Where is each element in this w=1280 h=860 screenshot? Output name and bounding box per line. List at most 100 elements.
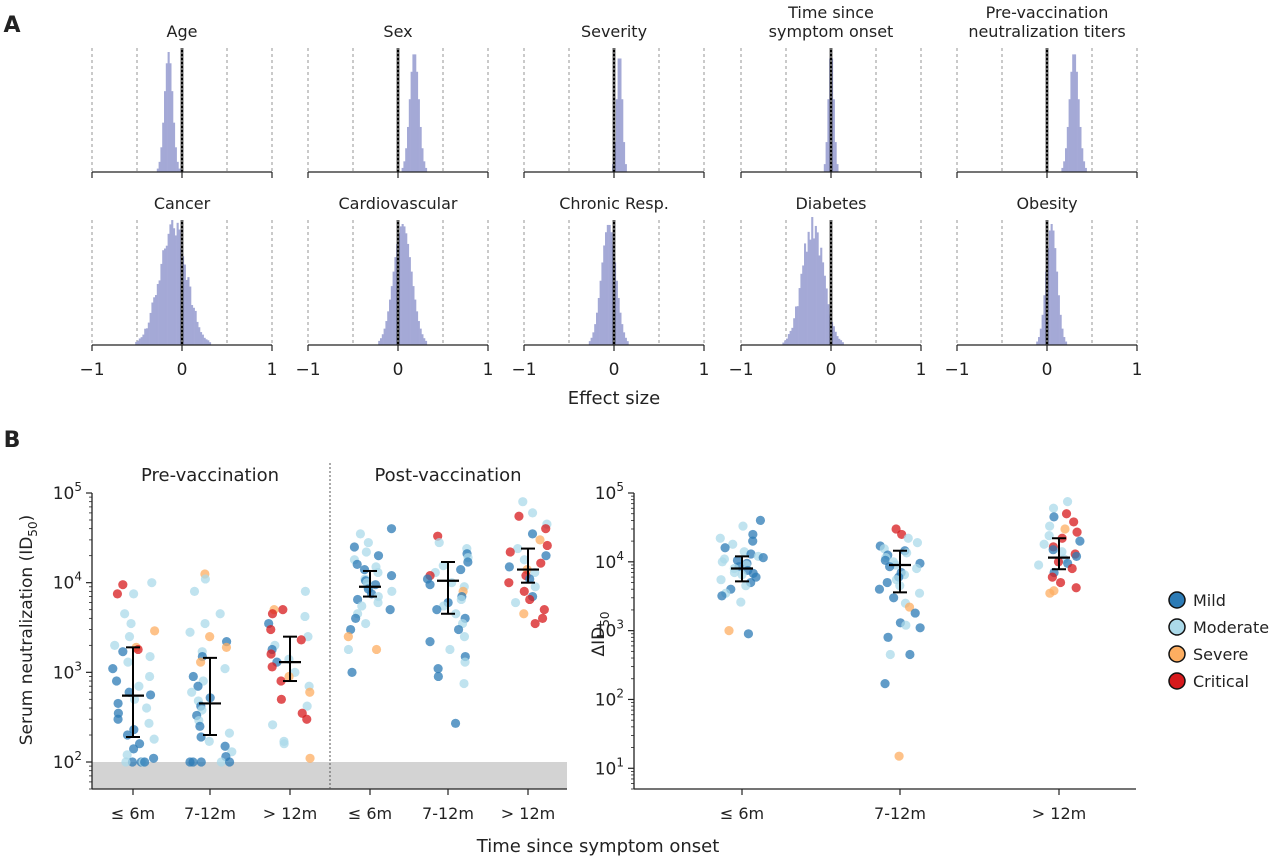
y-label-end: ) — [17, 515, 37, 522]
data-point-critical — [537, 613, 548, 623]
hist-bar — [209, 342, 212, 345]
hist-bar — [623, 142, 626, 172]
hist-bar — [178, 229, 181, 345]
left-y-tick-label: 103 — [53, 659, 82, 683]
hist-bar — [200, 332, 203, 345]
data-point-severe — [1045, 588, 1055, 598]
hist-bar — [198, 327, 201, 345]
data-point-mild — [373, 551, 384, 561]
legend-swatch-critical — [1168, 672, 1186, 690]
data-point-mild — [1071, 551, 1082, 561]
hist-bar — [178, 168, 181, 172]
data-point-mild — [111, 676, 122, 686]
hist-bar — [827, 304, 830, 345]
data-point-mild — [193, 681, 203, 691]
data-point-mild — [425, 580, 435, 590]
hist-bar — [836, 336, 839, 345]
hist-bar — [408, 257, 411, 345]
tick-exp: 2 — [74, 749, 82, 763]
hist-bar — [588, 341, 591, 345]
data-point-critical — [296, 635, 306, 645]
data-point-severe — [904, 602, 915, 612]
hist-bar — [1036, 341, 1039, 345]
data-point-mild — [224, 757, 235, 767]
hist-bar — [1079, 126, 1082, 172]
hist-bar — [189, 286, 192, 345]
hist-bar — [162, 250, 165, 345]
data-point-mild — [527, 529, 538, 539]
hist-bar — [421, 334, 424, 345]
data-point-moderate — [145, 651, 155, 662]
data-point-mild — [717, 591, 727, 601]
data-point-moderate — [715, 533, 725, 543]
right-x-tick-label: > 12m — [1032, 804, 1086, 823]
hist-title: Cardiovascular — [338, 194, 457, 213]
data-point-moderate — [1044, 531, 1054, 541]
hist-bar — [167, 233, 170, 345]
data-point-severe — [305, 753, 315, 763]
hist-bar — [1043, 295, 1046, 345]
data-point-mild — [905, 649, 915, 660]
hist-bar — [608, 224, 611, 345]
hist-bar — [165, 63, 168, 172]
hist-bar — [1075, 71, 1078, 172]
hist-bar — [394, 257, 397, 345]
data-point-mild — [351, 613, 361, 623]
hist-bar — [385, 321, 388, 345]
data-point-moderate — [456, 594, 466, 605]
data-point-mild — [386, 570, 397, 581]
hist-bar — [1048, 230, 1051, 345]
hist-bar — [804, 243, 807, 345]
data-point-severe — [371, 644, 382, 655]
data-point-mild — [450, 718, 461, 728]
right-x-tick-label: 7-12m — [874, 804, 926, 823]
right-y-tick-label: 105 — [595, 480, 624, 504]
data-point-critical — [278, 605, 288, 615]
hist-bar — [383, 328, 386, 345]
hist-bar — [176, 161, 179, 172]
hist-bar — [791, 327, 794, 345]
hist-bar — [407, 243, 410, 345]
hist-title-line: neutralization titers — [968, 22, 1125, 41]
x-tick-label: −1 — [79, 360, 104, 380]
hist-bar — [151, 302, 154, 345]
data-point-moderate — [355, 529, 366, 539]
hist-bar — [615, 99, 618, 172]
left-x-tick-label: ≤ 6m — [348, 804, 392, 823]
hist-bar — [1065, 148, 1068, 172]
hist-bar — [1041, 314, 1044, 345]
left-x-tick-label: 7-12m — [184, 804, 236, 823]
hist-bar — [814, 225, 817, 345]
data-point-moderate — [185, 627, 195, 637]
hist-bar — [160, 263, 163, 345]
data-point-moderate — [1039, 539, 1049, 549]
hist-bar — [1072, 54, 1075, 172]
data-point-moderate — [1034, 560, 1044, 570]
data-point-moderate — [300, 611, 310, 622]
median-iqr-bar — [731, 555, 753, 583]
data-point-moderate — [134, 681, 144, 691]
pre-vaccination-title: Pre-vaccination — [141, 465, 279, 486]
hist-bar — [414, 299, 417, 345]
data-point-mild — [758, 553, 768, 563]
data-point-mild — [425, 637, 435, 647]
data-point-moderate — [434, 537, 444, 548]
hist-bar — [1068, 99, 1071, 172]
data-point-moderate — [728, 539, 738, 549]
tick-exp: 3 — [616, 618, 624, 632]
data-point-moderate — [363, 537, 373, 548]
data-point-severe — [724, 626, 734, 636]
x-tick-label: 1 — [699, 360, 710, 380]
data-point-moderate — [903, 533, 913, 543]
data-point-mild — [885, 562, 895, 572]
hist-subplot: Cancer −1 0 1 — [79, 194, 277, 380]
hist-bar — [419, 126, 422, 172]
legend-label-critical: Critical — [1193, 672, 1249, 691]
hist-bar — [174, 147, 177, 172]
median-iqr-bar — [517, 547, 539, 584]
hist-bar — [823, 275, 826, 345]
tick-exp: 4 — [616, 549, 624, 563]
